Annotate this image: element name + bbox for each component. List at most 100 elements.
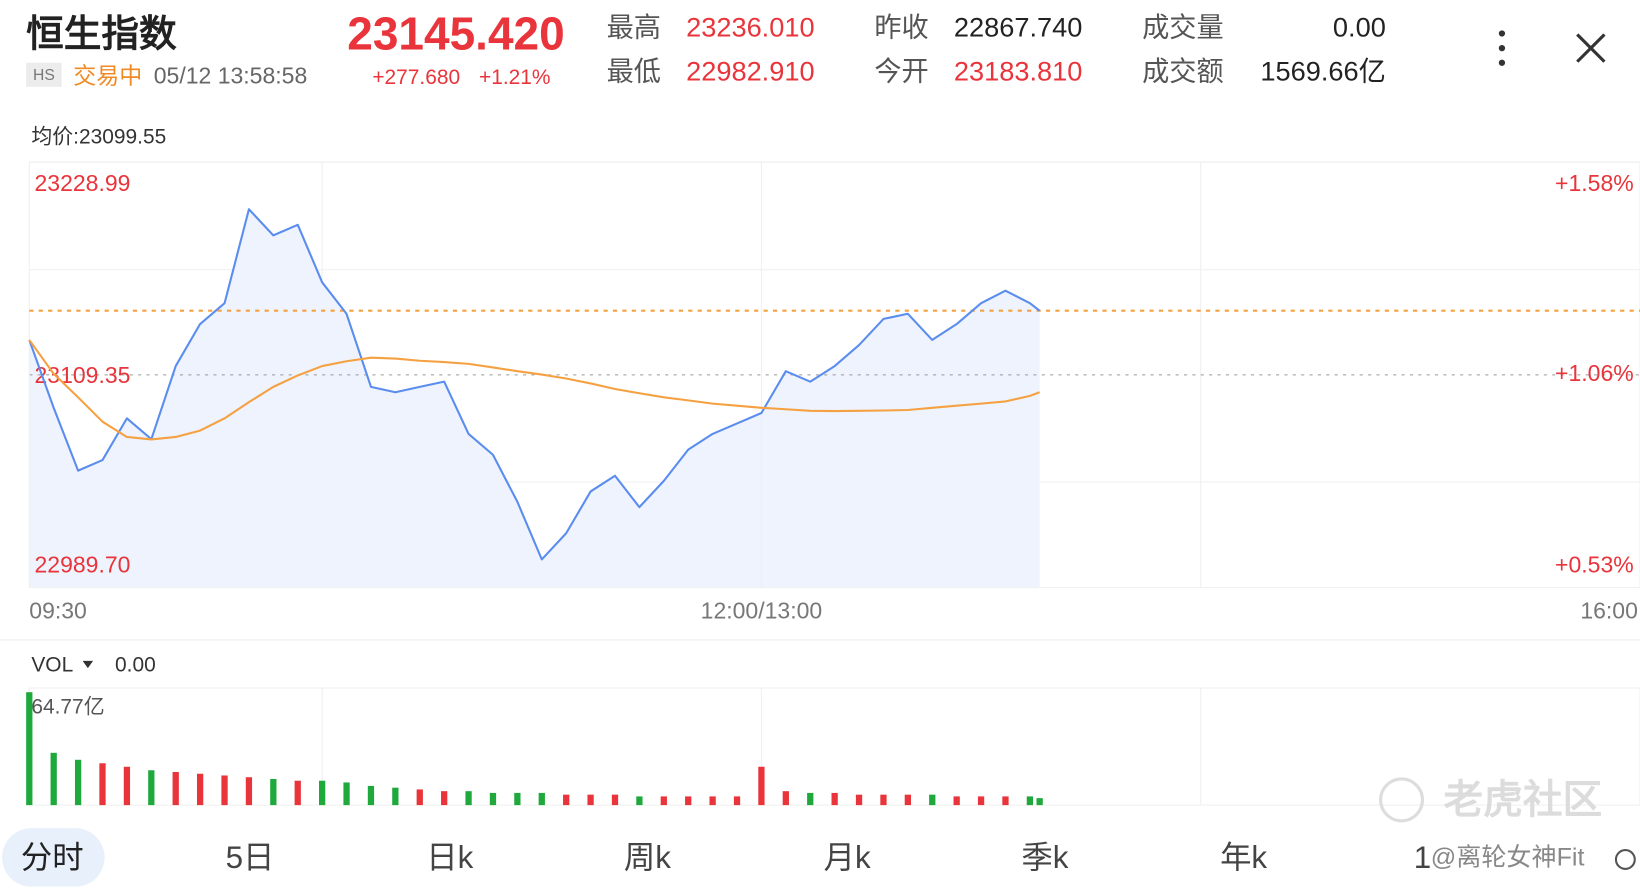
vol-tick-label: 64.77亿 xyxy=(31,695,104,718)
volume-bar xyxy=(392,787,399,806)
volume-bar xyxy=(367,785,375,806)
y-tick-label: 23109.35 xyxy=(35,362,131,388)
stats: 最高 23236.010 最低 22982.910 昨收 22867.740 今开 23183… xyxy=(607,12,1386,87)
volume-bar xyxy=(270,778,277,806)
volume-bar xyxy=(221,775,228,806)
volume-bar xyxy=(319,780,326,806)
watermark-author: @离轮女神Fit xyxy=(1431,843,1585,871)
price: 23145.420 xyxy=(347,7,564,59)
tab[interactable]: 周k xyxy=(624,840,671,875)
dot xyxy=(1498,30,1506,37)
stat-value: 22982.910 xyxy=(686,56,814,87)
vol-dropdown[interactable] xyxy=(82,660,94,669)
plot: 22989.70 23109.35 23228.99 +0.53% +1.06% +1.5… xyxy=(26,161,1640,806)
tab[interactable]: 1 xyxy=(1414,840,1431,875)
stat-label: 昨收 xyxy=(874,12,928,43)
more-button[interactable] xyxy=(1498,30,1506,66)
volume-bar xyxy=(50,752,57,806)
vol-label[interactable]: VOL xyxy=(31,654,73,677)
stat-label: 最低 xyxy=(607,56,661,87)
volume-bar xyxy=(880,794,887,806)
volume-bar xyxy=(1036,798,1043,806)
tab[interactable]: 季k xyxy=(1021,840,1068,875)
x-tick-label: 09:30 xyxy=(29,598,87,624)
volume-bar xyxy=(855,794,863,806)
volume-bar xyxy=(148,770,155,806)
volume-bar xyxy=(636,796,643,806)
volume-bar xyxy=(904,794,911,806)
tabs: 分时 5日 日k 周k 月k 季k 年k 1 xyxy=(21,840,1431,875)
change-pct: +1.21% xyxy=(479,66,551,89)
volume-bar xyxy=(660,796,667,806)
tab[interactable]: 月k xyxy=(824,840,871,875)
stat-value: 1569.66亿 xyxy=(1260,56,1385,87)
volume-bar xyxy=(245,777,253,806)
y-tick-label: 23228.99 xyxy=(35,170,131,196)
price-line xyxy=(28,208,1041,561)
close-stroke xyxy=(1576,33,1606,63)
volume-bar xyxy=(1026,796,1034,806)
volume-bar xyxy=(611,794,619,806)
stat-label: 今开 xyxy=(874,56,928,87)
tab[interactable]: 日k xyxy=(426,840,473,875)
stat-value: 23236.010 xyxy=(686,12,814,43)
volume-bar xyxy=(807,792,814,806)
x-tick-label: 16:00 xyxy=(1580,598,1638,624)
volume-bar xyxy=(953,796,960,806)
avg-label: 均价:23099.55 xyxy=(31,125,166,148)
volume-bar xyxy=(831,792,838,806)
close-button[interactable] xyxy=(1576,33,1606,63)
volume-bar xyxy=(514,792,521,806)
volume-bar xyxy=(172,771,179,806)
volume-bar xyxy=(587,794,594,806)
volume-bar xyxy=(929,794,936,806)
x-tick-label: 12:00/13:00 xyxy=(701,598,823,624)
volume-bar xyxy=(489,792,497,806)
volume-bar xyxy=(538,792,545,806)
volume-bar xyxy=(26,692,33,806)
dot xyxy=(1498,44,1506,52)
volume-bar xyxy=(782,791,789,806)
stat-value: 22867.740 xyxy=(954,12,1082,43)
volume-bar xyxy=(563,794,570,806)
volume-bar xyxy=(758,766,765,806)
volume-bar xyxy=(1002,796,1009,806)
settings-icon[interactable] xyxy=(1614,849,1636,870)
volume-bar xyxy=(74,759,82,806)
avg-line xyxy=(28,339,1041,441)
stat-label: 成交量 xyxy=(1142,12,1224,43)
dot xyxy=(1498,59,1506,66)
stat-label: 最高 xyxy=(607,12,661,43)
volume-bar xyxy=(294,780,301,806)
volume-bar xyxy=(977,796,985,806)
tab[interactable]: 5日 xyxy=(226,840,275,875)
y-tick-label: 22989.70 xyxy=(35,552,131,578)
stat-value: 23183.810 xyxy=(954,56,1082,87)
volume-bar xyxy=(733,796,741,806)
active-tab-bg xyxy=(2,828,105,887)
vol-value: 0.00 xyxy=(115,654,156,677)
time: 05/12 13:58:58 xyxy=(154,62,308,88)
volume-bar xyxy=(441,791,448,806)
volume-bar xyxy=(685,796,692,806)
tab[interactable]: 分时 xyxy=(21,840,84,875)
tab[interactable]: 年k xyxy=(1220,840,1267,875)
index-title: 恒生指数 xyxy=(26,12,177,54)
status: 交易中 xyxy=(73,62,142,88)
volume-bar xyxy=(416,789,423,806)
volume-bar xyxy=(123,766,131,806)
stat-label: 成交额 xyxy=(1142,56,1224,87)
y2-tick-label: +1.06% xyxy=(1555,360,1634,386)
volume-bar xyxy=(343,782,350,806)
volume-bar xyxy=(465,791,472,806)
watermark-brand: 老虎社区 xyxy=(1443,778,1602,822)
watermark-logo xyxy=(1379,777,1425,823)
volume-bar xyxy=(196,773,204,806)
badge: HS xyxy=(33,67,55,84)
change: +277.680 xyxy=(372,66,460,89)
volume-bar xyxy=(99,763,106,806)
volume-bar xyxy=(709,796,716,806)
badge-bg xyxy=(26,62,62,87)
